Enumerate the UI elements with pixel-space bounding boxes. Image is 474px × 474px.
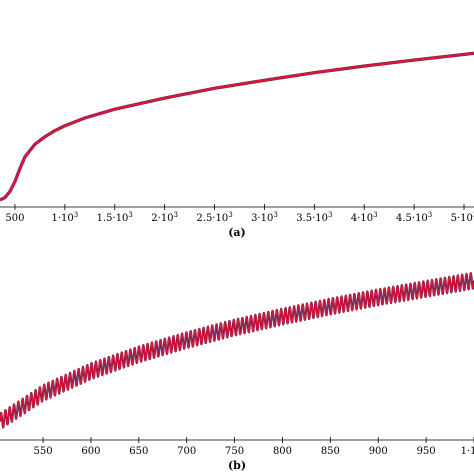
chart-b-ticks: 550 600 650 700 750 800 850 900 950 1·103 (34, 437, 474, 457)
chart-a-x-tick-label-4: 2.5·103 (196, 211, 232, 224)
chart-a-x-tick-label-7: 4·103 (351, 211, 378, 224)
chart-b-series-0-line (0, 272, 474, 429)
chart-b-x-tick-label-9: 1·103 (461, 444, 474, 457)
chart-a-curve-group (0, 51, 474, 202)
chart-a-x-tick-label-6: 3.5·103 (296, 211, 332, 224)
chart-b-x-tick-label-2: 650 (129, 446, 148, 457)
chart-a-panel-label: (a) (228, 226, 246, 239)
chart-a-x-tick-label-5: 3·103 (251, 211, 278, 224)
chart-a: 500 1·103 1.5·103 2·103 2.5·103 3·103 3.5·103 4… (0, 51, 474, 239)
chart-b-x-tick-label-4: 750 (225, 446, 244, 457)
chart-b-panel-label: (b) (228, 459, 246, 472)
chart-b: 550 600 650 700 750 800 850 900 950 1·103 (b) (0, 272, 474, 472)
chart-a-x-tick-label-3: 2·103 (151, 211, 178, 224)
chart-a-x-tick-label-2: 1.5·103 (97, 211, 133, 224)
chart-b-x-tick-label-5: 800 (273, 446, 292, 457)
chart-a-x-tick-label-0: 500 (5, 213, 24, 224)
chart-a-series-0-line (0, 51, 474, 202)
chart-b-x-tick-label-8: 950 (417, 446, 436, 457)
chart-a-x-tick-label-9: 5·103 (451, 211, 474, 224)
chart-a-series-0-shadow (0, 51, 474, 202)
chart-b-x-tick-label-7: 900 (369, 446, 388, 457)
chart-b-x-tick-label-6: 850 (321, 446, 340, 457)
chart-b-curve-group (0, 272, 474, 429)
chart-a-x-tick-label-8: 4.5·103 (396, 211, 432, 224)
chart-b-x-tick-label-0: 550 (34, 446, 53, 457)
chart-b-x-tick-label-1: 600 (81, 446, 100, 457)
chart-b-x-tick-label-3: 700 (177, 446, 196, 457)
chart-a-x-tick-label-1: 1·103 (51, 211, 78, 224)
chart-a-ticks: 500 1·103 1.5·103 2·103 2.5·103 3·103 3.5·103 4… (5, 204, 474, 224)
